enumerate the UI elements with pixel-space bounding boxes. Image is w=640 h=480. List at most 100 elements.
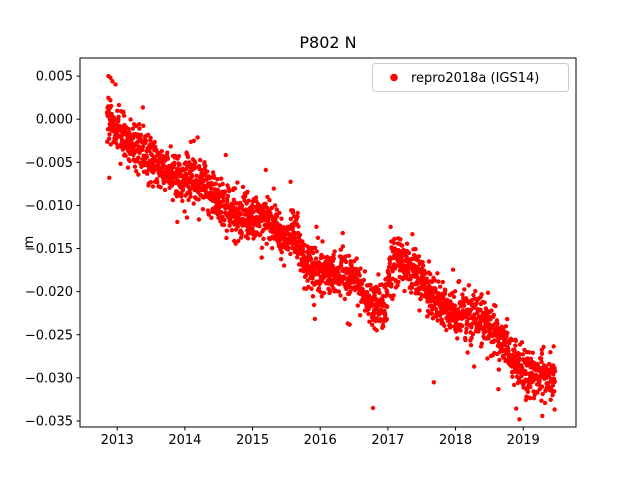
data-point: [469, 325, 474, 330]
data-point: [416, 254, 422, 259]
data-point: [188, 194, 193, 199]
data-point: [362, 269, 368, 274]
data-point: [364, 290, 370, 295]
data-point: [514, 406, 519, 411]
data-point: [435, 271, 440, 276]
data-point: [525, 356, 530, 361]
data-point: [519, 340, 525, 345]
data-point: [385, 304, 390, 309]
data-point: [125, 165, 131, 170]
data-point: [319, 294, 324, 299]
y-tick-label: −0.020: [25, 285, 73, 300]
data-point: [404, 241, 410, 246]
data-point: [430, 316, 436, 321]
data-point: [150, 184, 156, 189]
data-point: [155, 180, 160, 185]
data-point: [140, 105, 146, 110]
data-point: [448, 324, 453, 329]
data-point: [409, 285, 415, 290]
data-point: [465, 350, 470, 355]
data-point: [300, 239, 305, 244]
data-point: [376, 272, 381, 277]
data-point: [517, 356, 522, 361]
x-tick-label: 2013: [101, 433, 134, 448]
data-point: [552, 379, 557, 384]
data-point: [450, 267, 456, 272]
data-point: [454, 329, 459, 334]
data-point: [176, 191, 181, 196]
data-point: [485, 356, 490, 361]
data-point: [140, 147, 145, 152]
data-point: [410, 256, 415, 262]
data-point: [251, 209, 256, 215]
data-point: [274, 214, 280, 219]
data-point: [347, 322, 352, 327]
data-point: [201, 179, 206, 184]
data-point: [442, 323, 447, 328]
data-point: [215, 177, 220, 182]
data-point: [468, 343, 474, 348]
data-point: [361, 277, 366, 283]
data-point: [548, 397, 553, 402]
data-point: [138, 132, 144, 138]
data-point: [463, 337, 468, 343]
data-point: [540, 413, 545, 419]
data-point: [137, 126, 142, 131]
data-point: [381, 324, 386, 329]
x-tick-label: 2016: [304, 433, 337, 448]
data-point: [376, 287, 381, 292]
data-point: [512, 347, 517, 353]
data-point: [543, 364, 549, 369]
data-point: [300, 249, 306, 254]
data-point: [240, 184, 246, 190]
data-point: [206, 212, 211, 217]
data-point: [121, 113, 127, 118]
data-point: [140, 144, 146, 149]
data-point: [305, 263, 310, 268]
data-point: [152, 139, 157, 145]
data-point: [221, 198, 226, 204]
data-point: [209, 215, 214, 220]
data-point: [528, 384, 533, 390]
data-point: [158, 185, 163, 190]
data-point: [448, 299, 453, 304]
data-point: [321, 254, 326, 260]
data-point: [513, 343, 518, 348]
data-point: [258, 232, 263, 237]
data-point: [338, 247, 343, 252]
data-point: [316, 260, 321, 265]
data-point: [433, 306, 439, 312]
data-point: [426, 259, 432, 264]
data-point: [444, 327, 449, 333]
data-point: [460, 292, 465, 297]
data-point: [455, 336, 460, 341]
y-tick-label: −0.015: [25, 242, 73, 257]
data-point: [281, 263, 287, 268]
data-point: [127, 130, 132, 135]
data-point: [483, 329, 488, 334]
data-point: [366, 311, 371, 317]
data-point: [208, 186, 214, 191]
data-point: [219, 210, 224, 215]
data-point: [116, 117, 121, 123]
data-point: [441, 295, 446, 300]
data-point: [348, 259, 353, 264]
data-point: [170, 197, 175, 203]
data-point: [308, 257, 314, 262]
data-point: [224, 228, 229, 233]
data-point: [229, 228, 234, 233]
data-point: [455, 307, 461, 312]
data-point: [483, 306, 489, 311]
data-point: [165, 156, 171, 161]
data-point: [278, 257, 284, 262]
data-point: [261, 236, 266, 241]
data-point: [219, 176, 224, 181]
data-point: [243, 194, 248, 199]
data-point: [552, 369, 558, 374]
y-tick-label: 0.005: [36, 70, 73, 85]
data-point: [520, 352, 526, 357]
data-point: [451, 294, 457, 299]
data-point: [236, 238, 241, 244]
data-point: [175, 219, 180, 225]
data-point: [325, 273, 330, 278]
